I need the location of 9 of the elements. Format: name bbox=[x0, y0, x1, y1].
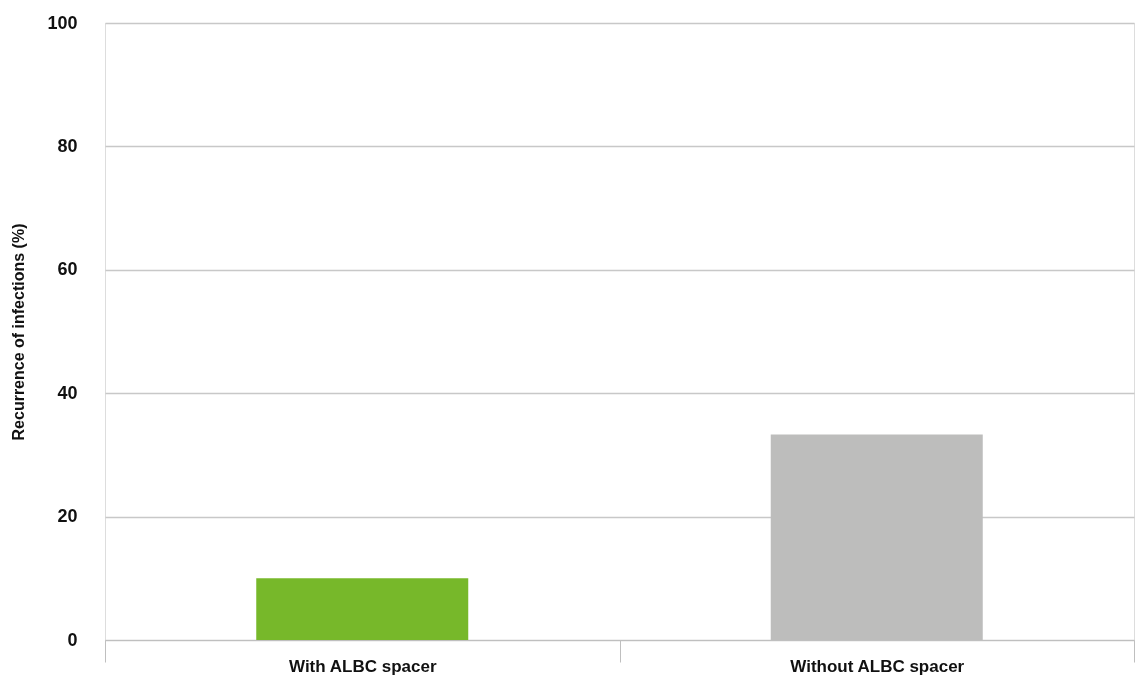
y-tick-label: 40 bbox=[57, 382, 78, 403]
y-tick-label: 0 bbox=[67, 629, 78, 650]
y-tick-label: 20 bbox=[57, 506, 78, 527]
x-tick-label: Without ALBC spacer bbox=[790, 656, 965, 676]
y-tick-label: 100 bbox=[47, 12, 78, 33]
y-axis-title: Recurrence of infections (%) bbox=[10, 223, 28, 441]
y-tick-label: 80 bbox=[57, 135, 78, 156]
x-tick-label: With ALBC spacer bbox=[288, 656, 437, 676]
y-tick-label: 60 bbox=[57, 259, 78, 280]
